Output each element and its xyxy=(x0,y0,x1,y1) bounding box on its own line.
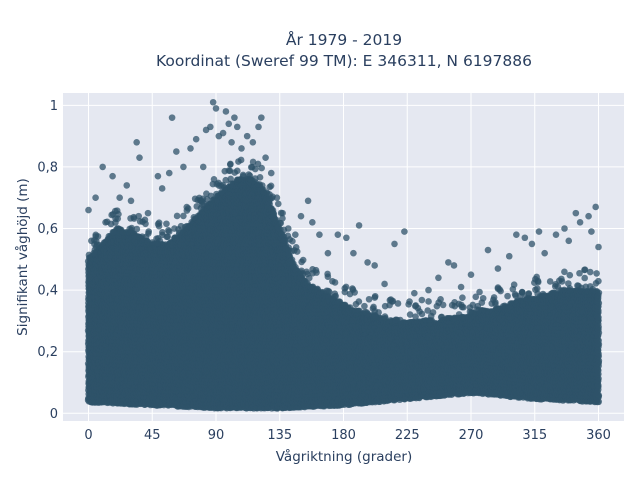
scatter-chart: År 1979 - 2019 Koordinat (Sweref 99 TM):… xyxy=(0,0,640,480)
